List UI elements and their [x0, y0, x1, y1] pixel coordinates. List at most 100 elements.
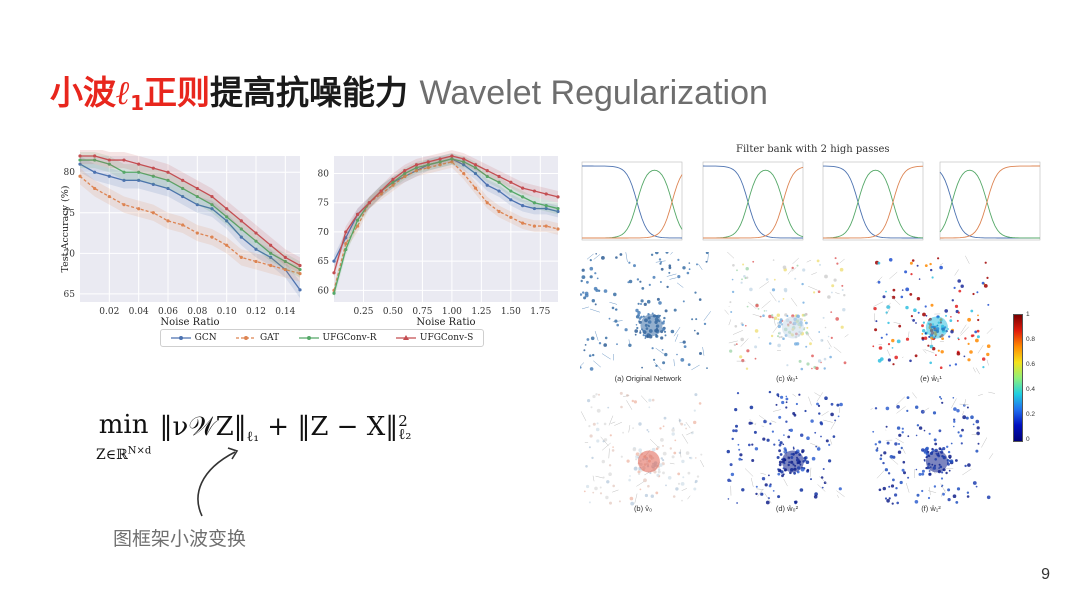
network-node [785, 401, 788, 404]
data-point-ufgconv-s [181, 178, 185, 182]
filter-lowpass-curve [581, 165, 683, 239]
network-node [786, 364, 789, 367]
network-node [803, 456, 807, 460]
network-node [913, 308, 917, 312]
network-node [689, 456, 691, 459]
network-node [794, 277, 797, 280]
network-node [592, 353, 595, 357]
network-node [892, 288, 896, 292]
network-node [588, 354, 592, 357]
network-edge [636, 481, 645, 487]
data-point-ufgconv-s [403, 169, 407, 173]
network-edge [758, 415, 768, 422]
network-node [891, 347, 894, 349]
network-node [772, 490, 775, 492]
network-node [770, 334, 774, 338]
network-node [637, 302, 640, 305]
network-node [967, 463, 971, 467]
network-edge [581, 306, 589, 310]
network-node [730, 472, 735, 477]
network-node [947, 498, 951, 502]
network-edge [908, 331, 910, 338]
network-node [837, 415, 840, 418]
network-node [620, 405, 623, 409]
network-node [653, 358, 656, 361]
network-node [741, 359, 745, 363]
network-node [813, 291, 816, 294]
network-node [733, 343, 737, 347]
network-node [921, 336, 925, 340]
data-point-gcn [210, 207, 214, 211]
network-node [594, 303, 597, 306]
network-node [650, 494, 654, 498]
legend-item-gcn: GCN [170, 333, 217, 343]
network-node [909, 261, 913, 265]
network-node [588, 425, 591, 428]
network-node [638, 320, 641, 323]
network-node [646, 429, 649, 431]
network-node [805, 321, 808, 325]
network-node [705, 252, 709, 255]
network-edge [687, 495, 691, 500]
data-point-ufgconv-s [414, 163, 419, 167]
network-edge [819, 476, 828, 485]
network-node [924, 264, 928, 267]
network-node [818, 331, 821, 333]
filter-bank-panel [822, 161, 924, 241]
network-node [629, 496, 634, 501]
data-point-gcn [239, 235, 243, 239]
network-node [922, 312, 926, 317]
network-node [903, 471, 906, 475]
network-edge [943, 489, 946, 491]
legend-label: GAT [259, 333, 280, 343]
network-node [836, 262, 839, 265]
network-node [638, 448, 642, 452]
filter-panel-frame [822, 161, 924, 241]
colorbar-tick-label: 0.8 [1026, 336, 1036, 343]
data-point-ufgconv-s [544, 192, 548, 196]
network-node [662, 361, 666, 365]
network-node [639, 280, 642, 283]
network-node [641, 366, 643, 369]
network-node [662, 451, 667, 456]
network-node [872, 345, 875, 348]
network-node [768, 314, 772, 319]
network-edge [931, 339, 933, 350]
network-node [939, 366, 943, 369]
network-node [986, 495, 991, 500]
network-node [839, 402, 843, 407]
network-node [800, 367, 804, 371]
network-node [699, 352, 702, 355]
network-node [635, 458, 638, 461]
network-node [791, 266, 794, 270]
network-node [772, 259, 775, 261]
formula-norm1-sub: ℓ₁ [246, 429, 259, 446]
network-node [603, 422, 607, 426]
network-node [898, 443, 900, 445]
colorbar-tick-label: 0 [1026, 436, 1030, 443]
network-node [960, 442, 963, 445]
network-edge [965, 255, 970, 264]
network-node [589, 266, 594, 271]
network-node [839, 267, 844, 272]
data-point-ufgconv-r [122, 170, 126, 174]
network-node [794, 342, 798, 346]
network-node [817, 359, 822, 363]
network-node [629, 475, 631, 477]
network-node [775, 403, 778, 406]
network-node [916, 297, 921, 301]
network-node [685, 451, 690, 455]
network-edge [906, 482, 910, 493]
data-point-gcn [195, 203, 199, 207]
data-point-gat [78, 174, 82, 178]
data-point-ufgconv-s [556, 195, 560, 199]
network-edge [927, 490, 937, 493]
network-edge [680, 449, 682, 458]
network-node [894, 442, 898, 446]
data-point-gat [521, 221, 525, 225]
data-point-ufgconv-s [137, 162, 141, 166]
data-point-ufgconv-s [269, 243, 273, 247]
network-node [956, 487, 961, 491]
network-node [778, 320, 782, 324]
network-node [900, 295, 904, 299]
